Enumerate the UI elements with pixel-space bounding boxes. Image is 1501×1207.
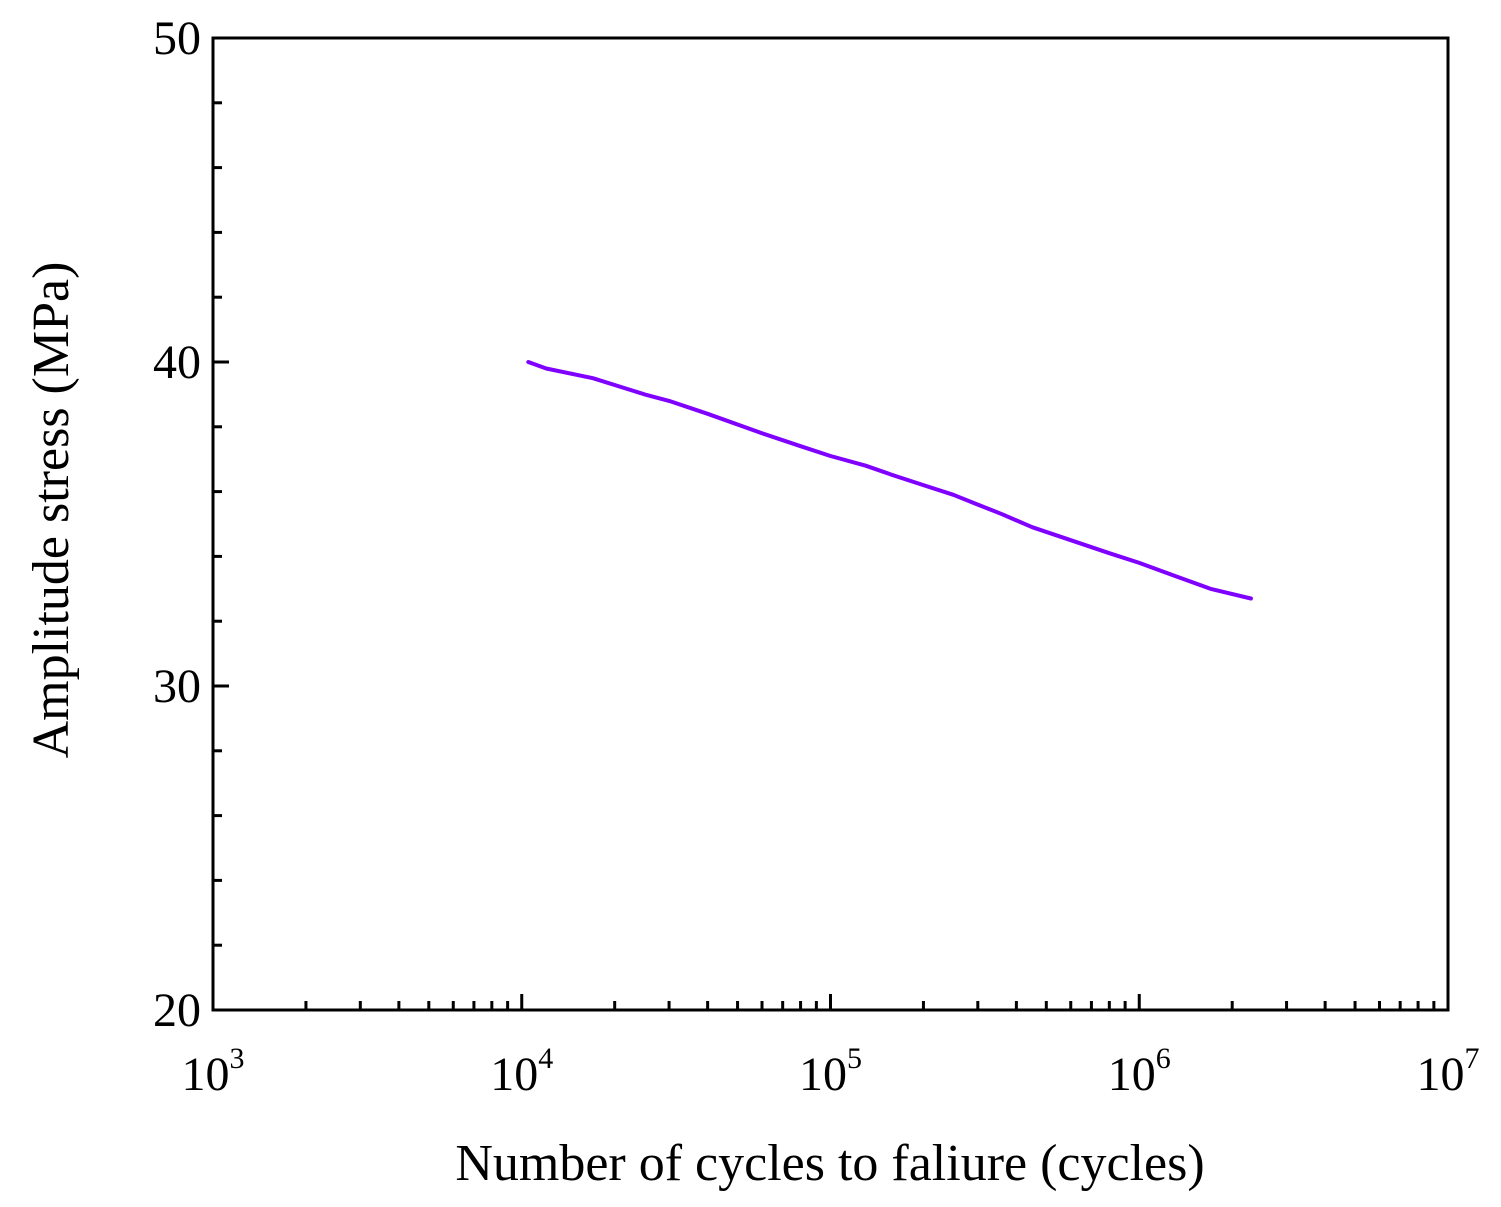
x-major-ticks xyxy=(211,994,1450,1010)
y-tick-label: 30 xyxy=(153,660,201,713)
series-line xyxy=(526,360,1253,601)
plot-frame xyxy=(211,36,1450,1012)
y-tick-label: 20 xyxy=(153,984,201,1037)
x-tick-label: 104 xyxy=(490,1042,553,1101)
x-tick-labels: 103 104 105 106 107 xyxy=(182,1042,1480,1101)
x-axis-title: Number of cycles to faliure (cycles) xyxy=(455,1135,1204,1192)
x-tick-label: 103 xyxy=(182,1042,245,1101)
y-tick-labels: 20 30 40 50 xyxy=(153,12,201,1037)
series-layer xyxy=(526,360,1253,601)
y-minor-ticks xyxy=(213,101,222,947)
y-axis-title: Amplitude stress (MPa) xyxy=(23,262,80,759)
x-tick-label: 105 xyxy=(799,1042,862,1101)
y-tick-label: 40 xyxy=(153,336,201,389)
x-tick-label: 107 xyxy=(1417,1042,1480,1101)
x-tick-label: 106 xyxy=(1108,1042,1171,1101)
y-tick-label: 50 xyxy=(153,12,201,65)
y-major-ticks xyxy=(213,36,229,1012)
x-minor-ticks xyxy=(304,1001,1436,1010)
